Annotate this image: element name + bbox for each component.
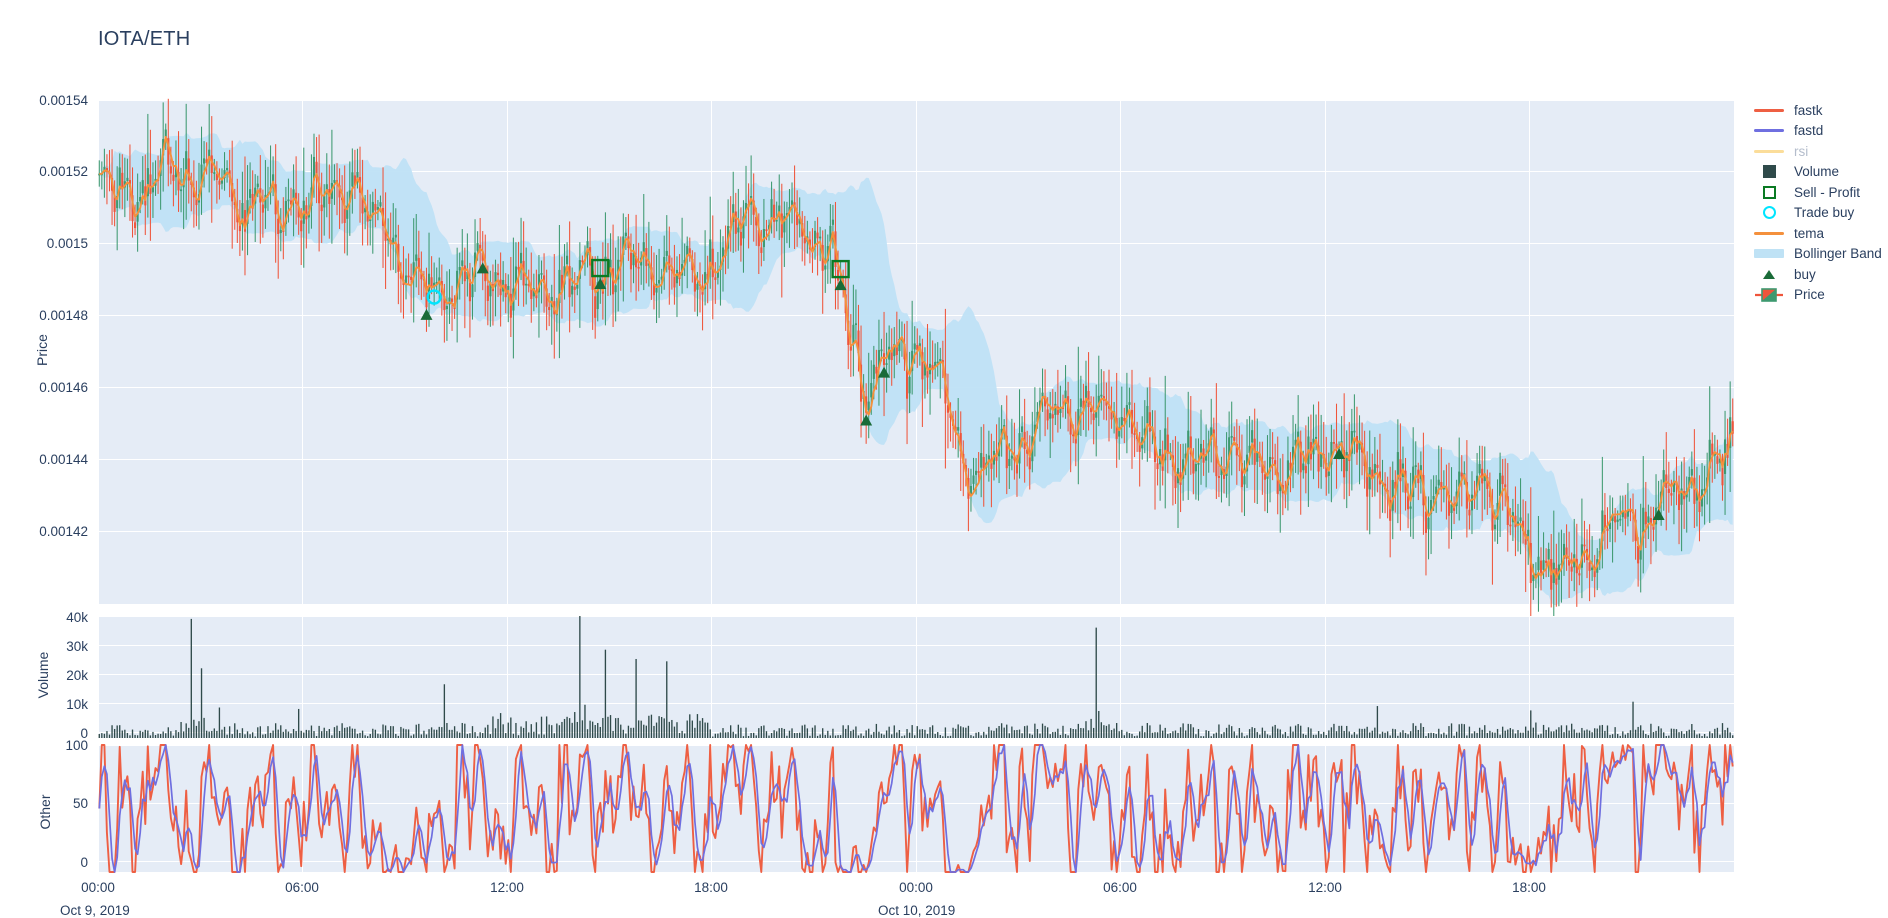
x-tick: 18:00 [1512,880,1546,895]
legend-label: rsi [1794,143,1809,159]
legend-item-fastd[interactable]: fastd [1752,121,1888,142]
other-ytick: 0 [80,855,88,870]
x-tick: 06:00 [285,880,319,895]
volume-ytick: 40k [66,610,88,625]
x-tick: 12:00 [1308,880,1342,895]
price-ytick: 0.00144 [39,452,88,467]
square-swatch-icon [1752,165,1786,179]
chart-legend: fastk fastd rsi Volume Sell - Profit Tra… [1752,100,1888,305]
x-date-label: Oct 10, 2019 [878,903,956,918]
volume-subplot [98,616,1734,738]
x-tick: 00:00 [899,880,933,895]
price-ytick: 0.00142 [39,524,88,539]
x-date-label: Oct 9, 2019 [60,903,130,918]
legend-item-trade-buy[interactable]: Trade buy [1752,203,1888,224]
chart-title: IOTA/ETH [98,28,191,50]
triangle-up-swatch-icon [1752,269,1786,279]
legend-item-tema[interactable]: tema [1752,223,1888,244]
volume-ytick: 10k [66,697,88,712]
legend-item-bollinger-band[interactable]: Bollinger Band [1752,244,1888,265]
price-subplot [98,98,1734,636]
x-tick: 18:00 [694,880,728,895]
price-ytick: 0.00152 [39,164,88,179]
other-axis-title: Other [37,794,53,830]
line-swatch-icon [1752,108,1786,112]
legend-item-buy[interactable]: buy [1752,264,1888,285]
volume-plot-area [98,616,1734,738]
legend-label: Sell - Profit [1794,184,1861,200]
candlestick-swatch-icon [1752,287,1786,303]
legend-label: fastk [1794,102,1823,118]
volume-ytick: 30k [66,639,88,654]
line-swatch-icon [1752,149,1786,153]
x-tick: 12:00 [490,880,524,895]
other-ytick: 100 [65,738,88,753]
price-ytick: 0.00154 [39,93,88,108]
line-swatch-icon [1752,129,1786,133]
volume-ytick: 0 [80,726,88,741]
open-square-swatch-icon [1752,185,1786,199]
line-swatch-icon [1752,231,1786,235]
other-ytick: 50 [72,796,88,811]
volume-ytick: 20k [66,668,88,683]
volume-axis-title: Volume [35,651,51,699]
other-plot-area [98,744,1734,873]
legend-label: Trade buy [1794,205,1855,221]
legend-label: tema [1794,225,1825,241]
legend-label: Price [1794,287,1825,303]
legend-item-price[interactable]: Price [1752,285,1888,306]
price-plot-area [98,98,1734,636]
legend-label: fastd [1794,123,1824,139]
band-swatch-icon [1752,249,1786,259]
price-ytick: 0.00146 [39,380,88,395]
price-ytick: 0.0015 [46,236,88,251]
x-tick: 00:00 [81,880,115,895]
legend-label: Volume [1794,164,1840,180]
legend-item-sell-profit[interactable]: Sell - Profit [1752,182,1888,203]
legend-item-rsi[interactable]: rsi [1752,141,1888,162]
legend-label: buy [1794,266,1816,282]
price-ytick: 0.00148 [39,308,88,323]
legend-label: Bollinger Band [1794,246,1882,262]
open-circle-swatch-icon [1752,206,1786,220]
legend-item-volume[interactable]: Volume [1752,162,1888,183]
other-subplot [98,744,1734,873]
legend-item-fastk[interactable]: fastk [1752,100,1888,121]
x-tick: 06:00 [1103,880,1137,895]
